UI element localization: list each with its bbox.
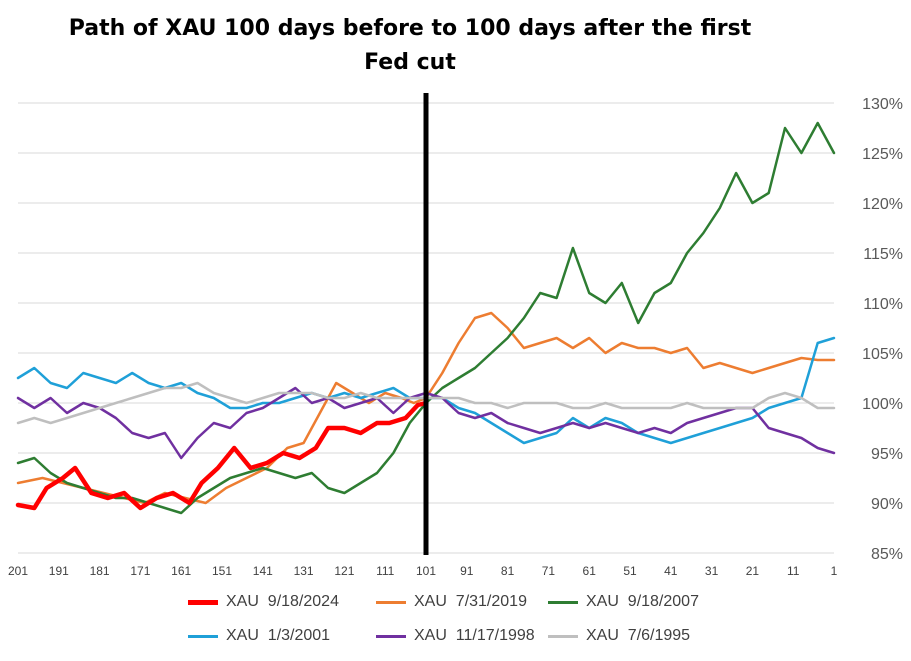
y-tick-label: 115% xyxy=(863,246,903,263)
legend-label: XAU 7/31/2019 xyxy=(414,593,527,610)
x-tick-label: 201 xyxy=(8,564,28,578)
legend-label: XAU 9/18/2007 xyxy=(586,593,699,610)
x-tick-label: 131 xyxy=(294,564,314,578)
y-tick-label: 110% xyxy=(863,296,903,313)
y-tick-label: 95% xyxy=(871,446,903,463)
chart-title-line-2: Fed cut xyxy=(364,50,456,75)
y-axis-ticks: 85% 90% 95% 100% 105% 110% 115% 120% 125% 130% xyxy=(862,96,903,563)
legend-label: XAU 1/3/2001 xyxy=(226,627,331,644)
x-tick-label: 11 xyxy=(787,564,800,578)
legend-swatch xyxy=(376,634,406,638)
legend-item: XAU 9/18/2007 xyxy=(548,588,699,616)
y-tick-label: 130% xyxy=(862,96,903,113)
x-tick-label: 121 xyxy=(334,564,354,578)
y-tick-label: 85% xyxy=(871,546,903,563)
y-tick-label: 105% xyxy=(862,346,903,363)
legend-label: XAU 9/18/2024 xyxy=(226,593,339,610)
y-tick-label: 90% xyxy=(871,496,903,513)
x-tick-label: 161 xyxy=(171,564,191,578)
legend-label: XAU 7/6/1995 xyxy=(586,627,691,644)
legend-item: XAU 7/31/2019 xyxy=(376,588,527,616)
legend-item: XAU 9/18/2024 xyxy=(188,588,339,616)
legend-swatch xyxy=(548,600,578,604)
legend-swatch xyxy=(188,634,218,638)
x-tick-label: 101 xyxy=(416,564,436,578)
x-tick-label: 91 xyxy=(460,564,474,578)
x-tick-label: 71 xyxy=(542,564,556,578)
legend-swatch xyxy=(376,600,406,604)
x-axis-ticks: 201 191 181 171 161 151 141 131 121 111 101 91 81 71 6… xyxy=(8,564,838,578)
x-tick-label: 61 xyxy=(583,564,597,578)
x-tick-label: 111 xyxy=(376,564,395,578)
x-tick-label: 31 xyxy=(705,564,719,578)
legend-swatch xyxy=(548,634,578,638)
y-tick-label: 125% xyxy=(862,146,903,163)
x-tick-label: 151 xyxy=(212,564,232,578)
x-tick-label: 81 xyxy=(501,564,515,578)
x-tick-label: 171 xyxy=(130,564,150,578)
legend-item: XAU 11/17/1998 xyxy=(376,622,535,650)
y-tick-label: 100% xyxy=(862,396,903,413)
legend-item: XAU 7/6/1995 xyxy=(548,622,690,650)
legend-label: XAU 11/17/1998 xyxy=(414,627,535,644)
x-tick-label: 1 xyxy=(831,564,838,578)
x-tick-label: 141 xyxy=(253,564,273,578)
x-tick-label: 51 xyxy=(623,564,637,578)
x-tick-label: 41 xyxy=(664,564,678,578)
chart-title-line-1: Path of XAU 100 days before to 100 days … xyxy=(68,16,752,41)
y-tick-label: 120% xyxy=(862,196,903,213)
x-tick-label: 21 xyxy=(746,564,760,578)
legend-swatch xyxy=(188,599,218,605)
legend-item: XAU 1/3/2001 xyxy=(188,622,330,650)
x-tick-label: 191 xyxy=(49,564,69,578)
x-tick-label: 181 xyxy=(90,564,110,578)
chart-title: Path of XAU 100 days before to 100 days … xyxy=(60,12,760,80)
series-line-0 xyxy=(15,400,429,511)
